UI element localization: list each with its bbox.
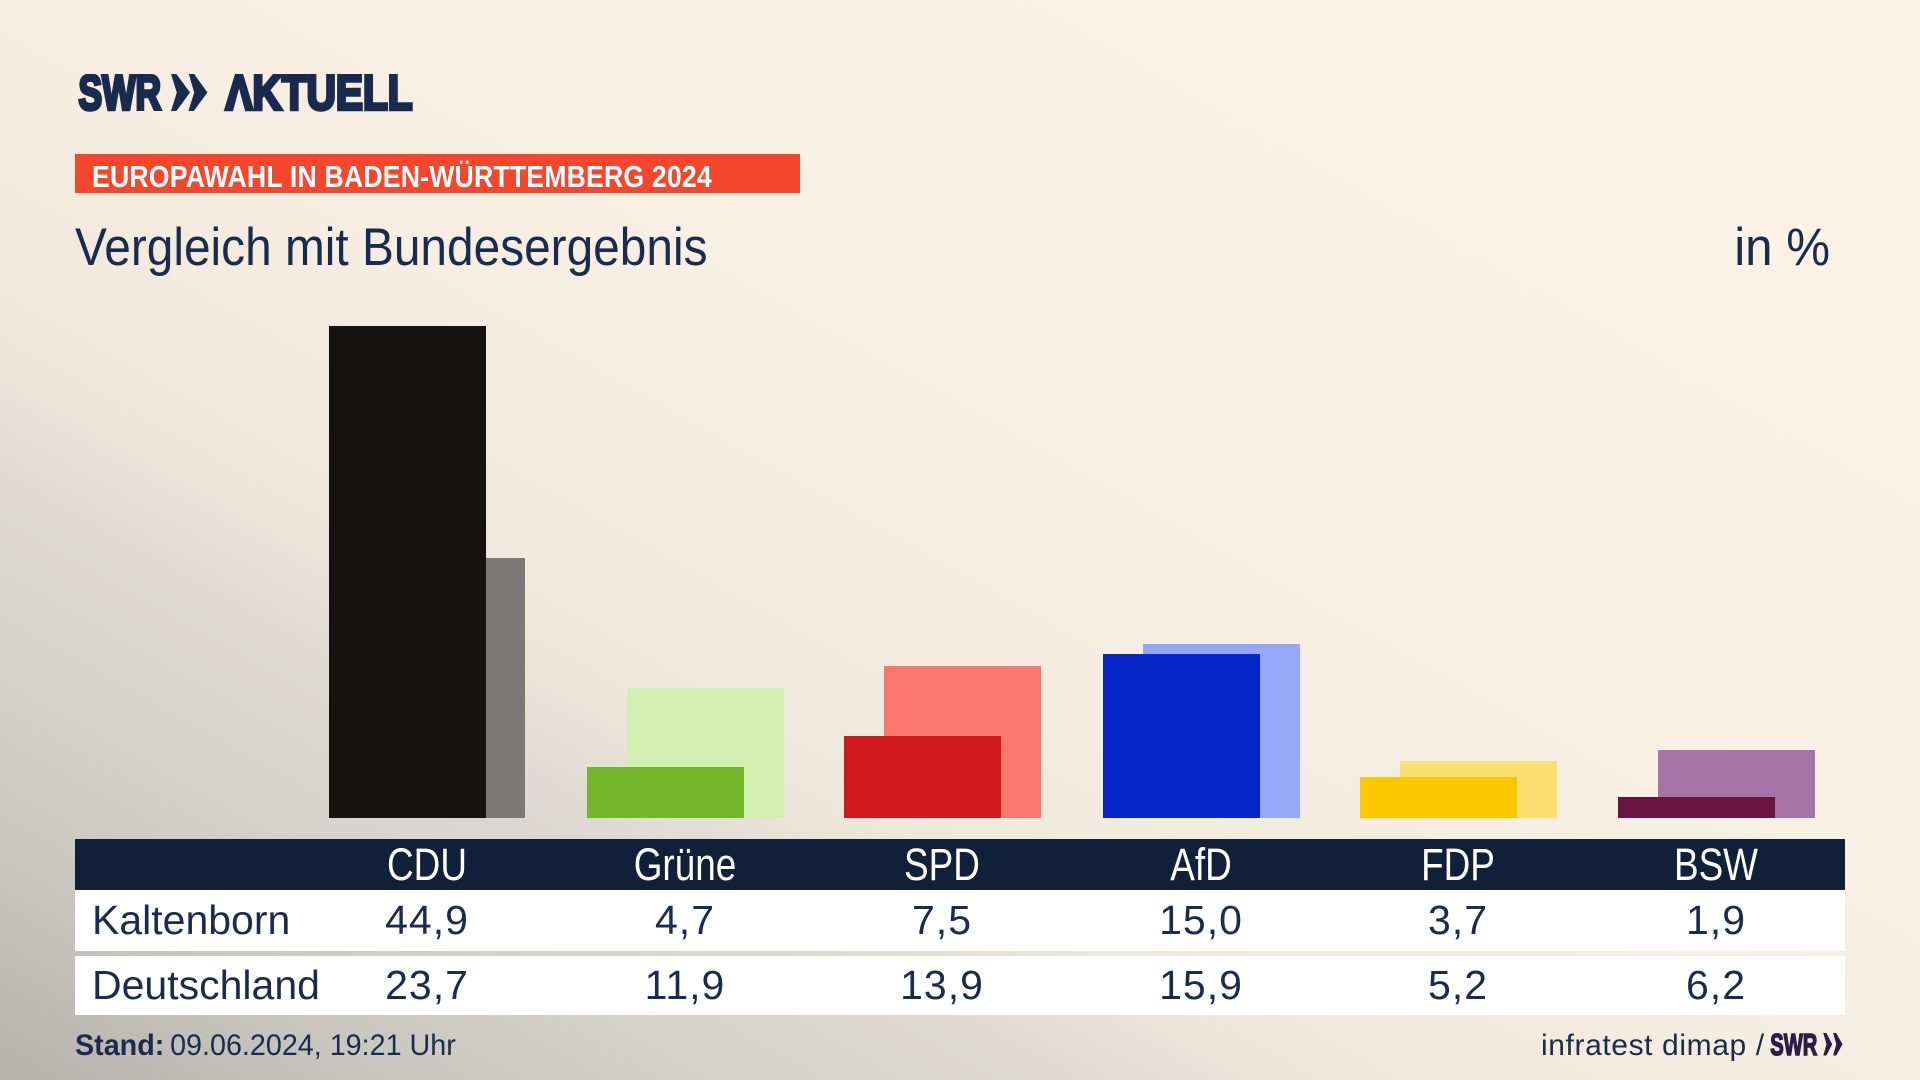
svg-text:SWR: SWR [79, 74, 162, 114]
svg-text:ΛKTUELL: ΛKTUELL [226, 74, 413, 114]
svg-text:SWR: SWR [1770, 1033, 1817, 1056]
